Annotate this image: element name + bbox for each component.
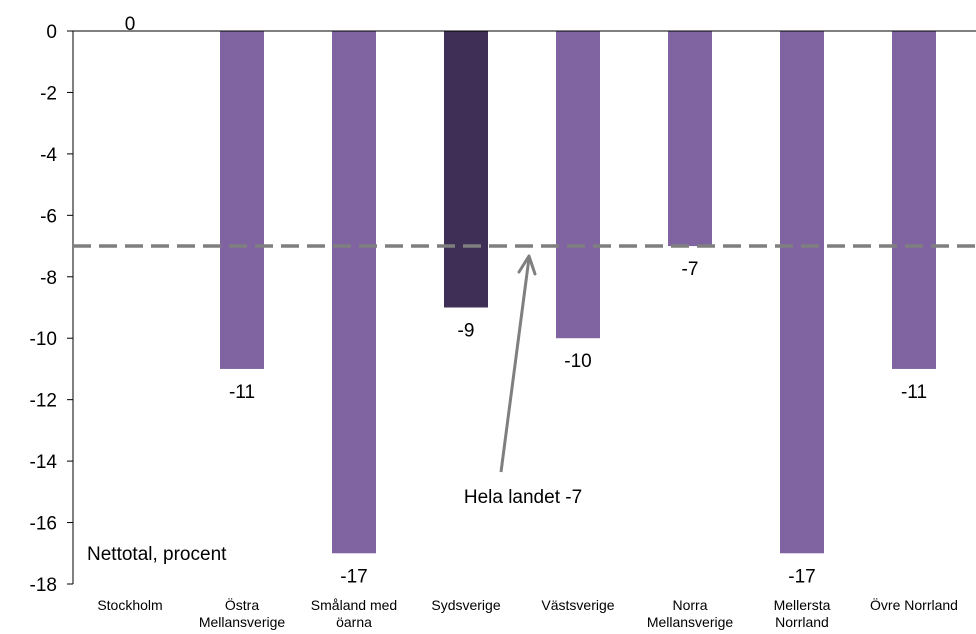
data-label: 0 (125, 14, 136, 35)
x-category-label: Västsverige (541, 597, 614, 613)
x-category-label: Småland med (311, 597, 397, 613)
y-axis: 0 -2 -4 -6 -8 -10 -12 -14 -16 -18 (30, 22, 74, 596)
data-label: -11 (229, 382, 255, 403)
bar (444, 31, 488, 308)
data-label: -9 (458, 321, 475, 342)
y-tick-label: -10 (30, 329, 57, 350)
x-category-label: Mellersta (774, 597, 831, 613)
arrow-head-icon (517, 254, 537, 276)
bar (668, 31, 712, 247)
data-label: -17 (788, 566, 815, 587)
y-tick-label: -12 (30, 391, 57, 412)
x-category-label: Mellansverige (647, 614, 734, 630)
data-label: -10 (564, 351, 591, 372)
x-category-label: Norra (672, 597, 707, 613)
x-category-label: Övre Norrland (870, 596, 958, 613)
x-category-label: Norrland (775, 614, 829, 630)
annotation-arrow (499, 257, 531, 473)
y-tick-label: -8 (40, 268, 57, 289)
y-tick-label: -6 (40, 206, 57, 227)
unit-note: Nettotal, procent (87, 544, 227, 565)
bar (892, 31, 936, 369)
x-category-label: Sydsverige (431, 597, 500, 613)
x-category-label: Östra (225, 596, 259, 613)
data-label: -17 (340, 566, 367, 587)
y-tick-label: 0 (46, 22, 57, 43)
bar (332, 31, 376, 554)
data-label: -7 (682, 259, 699, 280)
bar (220, 31, 264, 369)
data-label: -11 (901, 382, 927, 403)
bars: 0 -11 -17 -9 -10 -7 -17 -11 (125, 14, 936, 587)
bar (780, 31, 824, 554)
reference-annotation: Hela landet -7 (464, 487, 582, 508)
y-tick-label: -4 (40, 145, 57, 166)
x-category-label: Mellansverige (199, 614, 286, 630)
x-category-label: Stockholm (97, 597, 162, 613)
y-tick-label: -18 (30, 575, 57, 596)
bar (556, 31, 600, 339)
y-tick-label: -14 (30, 452, 58, 473)
reference-line-group: Hela landet -7 (73, 244, 976, 508)
x-category-label: öarna (336, 614, 372, 630)
y-tick-label: -16 (30, 514, 57, 535)
y-tick-label: -2 (40, 83, 57, 104)
